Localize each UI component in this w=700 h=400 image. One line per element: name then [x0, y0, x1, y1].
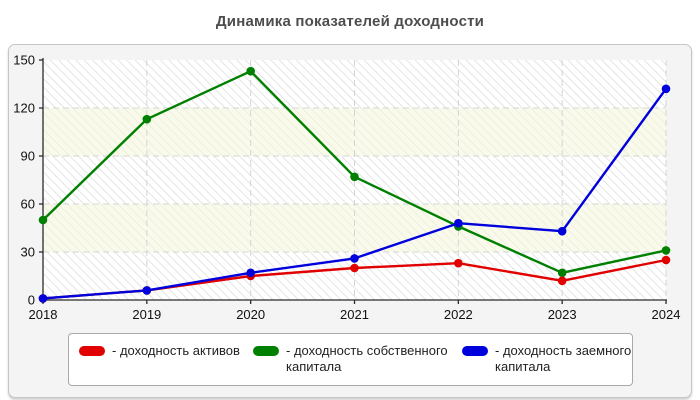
x-tick-label: 2023: [548, 307, 577, 322]
y-tick-label: 90: [21, 149, 35, 164]
data-point-equity-2024: [661, 246, 671, 255]
legend-label-equity: - доходность собственного капитала: [286, 343, 448, 374]
data-point-assets-2022: [454, 258, 463, 268]
data-point-debt-2022: [454, 218, 463, 228]
y-tick-label: 150: [13, 53, 35, 68]
legend-label-debt: - доходность заемного капитала: [495, 343, 632, 374]
x-tick-label: 2018: [29, 307, 58, 322]
legend-swatch-assets: [79, 346, 105, 356]
legend-swatch-equity: [253, 346, 279, 356]
y-tick-label: 60: [21, 197, 35, 212]
data-point-debt-2023: [557, 226, 567, 236]
data-point-debt-2020: [246, 268, 255, 278]
chart-title: Динамика показателей доходности: [215, 13, 485, 30]
x-tick-label: 2020: [236, 307, 265, 322]
data-point-debt-2024: [661, 84, 671, 94]
legend-label-assets: - доходность активов: [112, 343, 240, 358]
x-tick-label: 2021: [340, 307, 369, 322]
chart-panel: 0 30 60 90 120 150 2018 2019 2020 2021 2022 2023 202…: [8, 44, 692, 398]
y-tick-label: 30: [21, 245, 35, 260]
x-tick-label: 2024: [652, 307, 681, 322]
data-point-debt-2018: [38, 294, 48, 303]
data-point-equity-2020: [246, 66, 255, 76]
data-point-equity-2018: [38, 215, 48, 225]
x-tick-label: 2019: [132, 307, 161, 322]
data-point-debt-2021: [350, 254, 359, 263]
data-point-equity-2021: [350, 172, 359, 182]
x-tick-label: 2022: [444, 307, 473, 322]
y-tick-label: 120: [13, 101, 35, 116]
legend-item-assets: - доходность активов: [79, 343, 240, 359]
data-point-equity-2023: [557, 268, 567, 278]
data-point-assets-2024: [661, 255, 671, 265]
legend-item-equity: - доходность собственного капитала: [253, 343, 466, 375]
legend-item-debt: - доходность заемного капитала: [462, 343, 632, 375]
data-point-debt-2019: [142, 286, 152, 295]
legend: - доходность активов - доходность собств…: [68, 333, 633, 386]
legend-swatch-debt: [462, 346, 488, 356]
data-point-equity-2019: [142, 114, 152, 124]
data-point-assets-2021: [350, 263, 359, 273]
data-point-assets-2023: [557, 276, 567, 286]
y-tick-label: 0: [28, 293, 35, 308]
profitability-line-chart: 0 30 60 90 120 150 2018 2019 2020 2021 2022 2023 202…: [13, 53, 681, 323]
